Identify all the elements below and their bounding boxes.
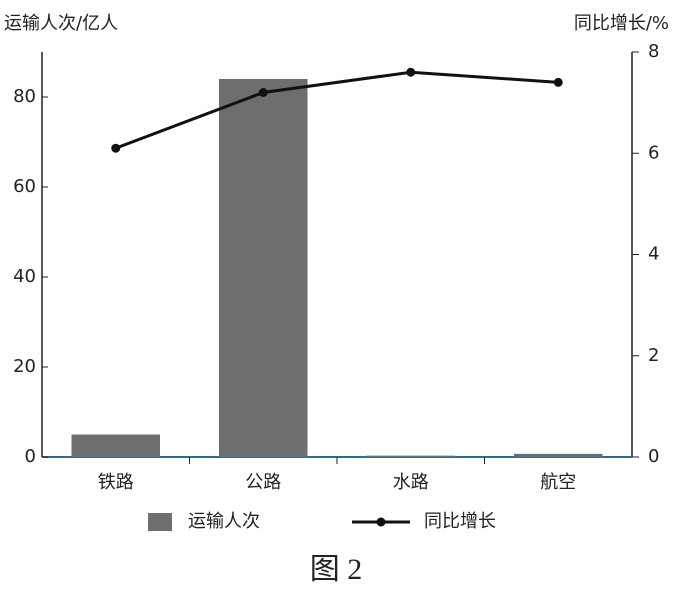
bar	[514, 453, 603, 457]
bar	[219, 79, 308, 457]
y2-tick-label: 4	[648, 244, 659, 265]
y2-tick-label: 6	[648, 142, 659, 163]
x-tick-label: 航空	[540, 472, 576, 493]
legend-label: 运输人次	[188, 511, 260, 532]
y2-tick-label: 0	[648, 446, 659, 467]
y-tick-label: 20	[13, 356, 36, 377]
y-tick-label: 80	[13, 86, 36, 107]
y-axis-label: 运输人次/亿人	[4, 13, 118, 34]
line-point	[258, 88, 268, 97]
bar	[366, 455, 455, 457]
x-tick-label: 铁路	[98, 472, 134, 493]
y2-axis-label: 同比增长/%	[574, 13, 669, 34]
bar	[71, 434, 160, 457]
legend-label: 同比增长	[424, 511, 496, 532]
y2-tick-label: 2	[648, 345, 659, 366]
legend-swatch-dot	[376, 517, 386, 527]
line	[115, 70, 559, 150]
line-point	[553, 77, 563, 87]
y-tick-label: 0	[25, 446, 36, 467]
line-point	[111, 143, 121, 153]
line-point	[406, 67, 416, 77]
caption: 图 2	[310, 553, 363, 586]
y2-tick-label: 8	[648, 41, 659, 62]
y-tick-label: 40	[13, 266, 36, 287]
x-tick-label: 公路	[245, 472, 281, 493]
legend-swatch	[148, 513, 172, 531]
y-tick-label: 60	[13, 176, 36, 197]
x-tick-label: 水路	[393, 472, 429, 493]
